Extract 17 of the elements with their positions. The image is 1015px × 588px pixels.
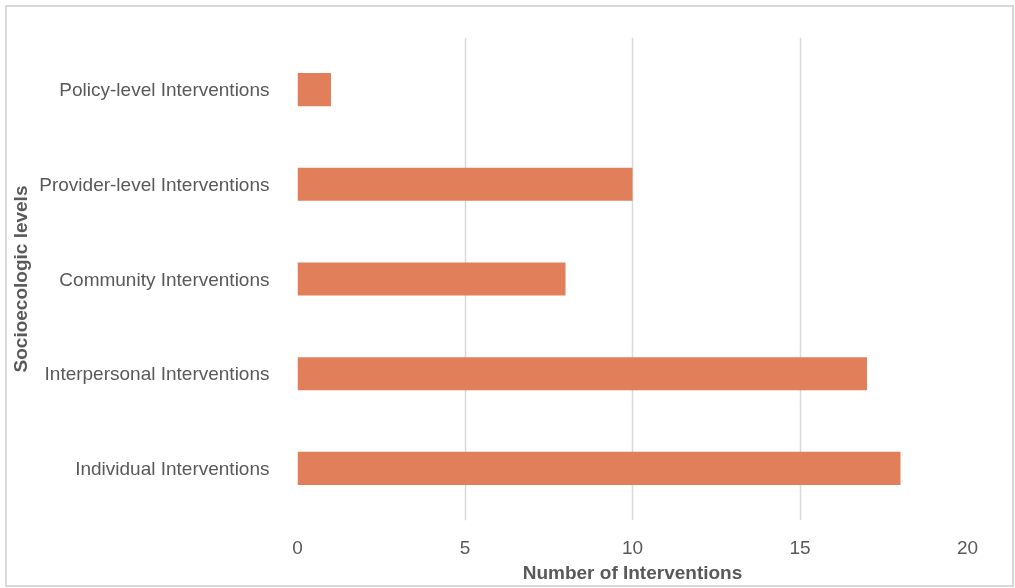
y-axis-title: Socioecologic levels <box>10 185 32 373</box>
x-tick-label: 20 <box>956 536 979 558</box>
x-tick-label: 5 <box>459 536 471 558</box>
x-axis-title: Number of Interventions <box>522 561 743 583</box>
bar <box>297 73 331 107</box>
bar <box>297 451 901 485</box>
y-tick-label: Provider-level Interventions <box>39 173 270 195</box>
x-tick-label: 0 <box>292 536 303 558</box>
y-tick-label: Policy-level Interventions <box>59 79 270 101</box>
x-tick-label: 10 <box>621 536 644 558</box>
x-tick-label: 15 <box>789 536 811 558</box>
bar <box>297 167 633 201</box>
y-tick-label: Individual Interventions <box>75 457 270 479</box>
bar <box>297 357 867 391</box>
bar <box>297 262 566 296</box>
y-tick-label: Community Interventions <box>59 268 270 290</box>
y-tick-label: Interpersonal Interventions <box>44 363 270 385</box>
